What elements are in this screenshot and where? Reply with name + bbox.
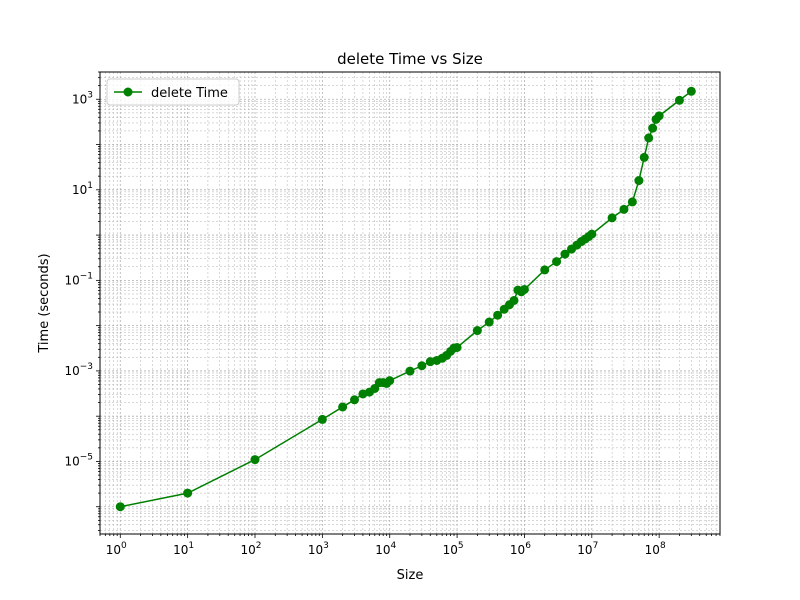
data-point [385,376,395,386]
data-point [540,265,550,275]
data-point [350,395,359,405]
legend-box [106,78,240,106]
x-tick-label: 106 [510,541,531,557]
data-point [686,86,696,96]
data-point [644,133,654,143]
x-tick-label: 104 [375,541,396,557]
data-point [317,414,327,424]
data-point [493,310,503,320]
data-point [639,152,649,162]
y-tick-label: 10−5 [64,452,93,468]
data-point [250,455,260,465]
x-tick-label: 108 [645,541,666,557]
data-point [519,284,529,294]
data-point [452,342,462,352]
data-point [484,317,494,327]
chart-title: delete Time vs Size [337,50,483,68]
x-tick-label: 100 [106,541,127,557]
data-point [560,249,570,259]
grid-minor [99,71,721,534]
data-point [607,213,617,223]
data-point [587,229,597,239]
data-point [654,111,664,121]
x-axis-label: Size [397,568,424,583]
data-point [183,488,193,498]
data-point [648,123,658,133]
y-tick-label: 101 [72,181,93,197]
x-tick-label: 103 [308,541,329,557]
x-tick-label: 101 [173,541,194,557]
data-point [619,204,629,214]
data-point [674,95,684,105]
y-tick-label: 10−3 [64,362,93,378]
y-axis-label: Time (seconds) [37,253,52,353]
y-tick-label: 103 [72,90,93,106]
plot-frame [99,71,721,535]
legend: delete Time [106,78,240,106]
x-tick-label: 102 [240,541,261,557]
data-point [115,502,125,512]
y-tick-label: 10−1 [64,271,93,287]
data-point [417,361,427,371]
data-point [552,257,562,267]
legend-label: delete Time [151,86,228,101]
x-tick-label: 107 [577,541,598,557]
data-point [405,366,415,376]
tick-labels: 100 101 102 103 104 105 106 107 108 10−5 10−3 10−1 1… [64,90,666,557]
data-point [627,197,637,207]
legend-marker [123,87,133,97]
x-tick-label: 105 [443,541,464,557]
data-point [509,295,519,305]
series-layer [115,86,696,512]
data-point [634,176,644,186]
data-point [472,326,482,336]
data-point [338,402,348,412]
